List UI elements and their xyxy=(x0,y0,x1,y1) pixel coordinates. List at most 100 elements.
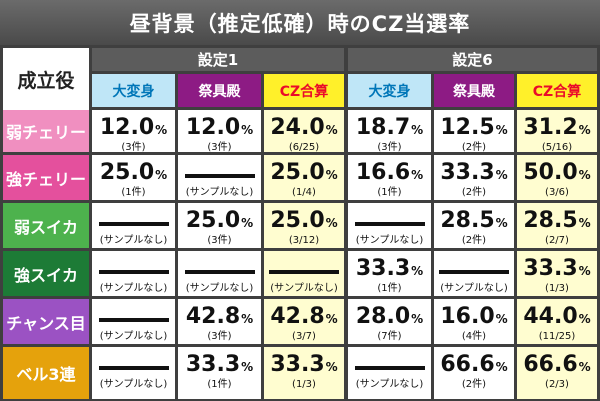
table-cell: 31.2% (5/16) xyxy=(517,110,597,152)
rate-number: 33.3 xyxy=(270,352,325,377)
percent-sign: % xyxy=(578,123,591,137)
rate-number: 12.0 xyxy=(99,115,155,140)
rate-number: 33.3 xyxy=(523,256,578,281)
table-cell: 44.0% (11/25) xyxy=(517,299,597,344)
page-title: 昼背景（推定低確）時のCZ当選率 xyxy=(0,0,600,45)
rate-number: 42.8 xyxy=(270,304,325,329)
table-cell: (サンプルなし) xyxy=(264,251,344,296)
rate-number: 25.0 xyxy=(99,160,155,185)
no-data-dash xyxy=(98,318,169,322)
percent-sign: % xyxy=(241,312,254,326)
rate-number: 18.7 xyxy=(355,115,411,140)
rate-value: 18.7% xyxy=(348,116,431,142)
col-header-saiguden-setting-6: 祭具殿 xyxy=(434,74,514,107)
percent-sign: % xyxy=(325,123,338,137)
sample-count: (2/3) xyxy=(545,379,569,390)
percent-sign: % xyxy=(578,264,591,278)
sample-count: (7件) xyxy=(377,331,402,342)
table-cell: 28.5% (2件) xyxy=(434,203,514,248)
percent-sign: % xyxy=(325,168,338,182)
percent-sign: % xyxy=(411,123,424,137)
sample-count: (3件) xyxy=(207,235,232,246)
table-cell: 33.3% (2件) xyxy=(434,155,514,200)
sample-count: (サンプルなし) xyxy=(355,379,424,390)
rate-number: 31.2 xyxy=(523,115,578,140)
percent-sign: % xyxy=(241,360,254,374)
sample-count: (2件) xyxy=(461,142,487,152)
percent-sign: % xyxy=(495,360,508,374)
rate-number: 25.0 xyxy=(185,208,241,233)
no-data-dash xyxy=(98,222,169,226)
rate-value: 28.0% xyxy=(348,305,431,331)
table-cell: 33.3% (1/3) xyxy=(517,251,597,296)
sample-count: (1件) xyxy=(377,187,402,198)
rate-value: 12.0% xyxy=(178,116,261,142)
table-cell: 42.8% (3件) xyxy=(178,299,261,344)
percent-sign: % xyxy=(325,312,338,326)
sample-count: (11/25) xyxy=(538,331,576,342)
sample-count: (サンプルなし) xyxy=(185,187,254,198)
percent-sign: % xyxy=(411,312,424,326)
rate-value: 44.0% xyxy=(517,305,597,331)
no-data-dash xyxy=(269,270,339,274)
sample-count: (サンプルなし) xyxy=(185,283,254,294)
rate-number: 66.6 xyxy=(523,352,578,377)
rate-value: 33.3% xyxy=(178,353,261,379)
sample-count: (2件) xyxy=(461,235,487,246)
percent-sign: % xyxy=(155,168,168,182)
rate-number: 25.0 xyxy=(270,160,325,185)
sample-count: (3/12) xyxy=(288,235,320,246)
sample-count: (3/6) xyxy=(545,187,569,198)
percent-sign: % xyxy=(495,168,508,182)
percent-sign: % xyxy=(578,168,591,182)
sample-count: (2件) xyxy=(461,187,487,198)
table-cell: 42.8% (3/7) xyxy=(264,299,344,344)
role-label: 弱チェリー xyxy=(3,110,89,152)
rate-value: 66.6% xyxy=(434,353,514,379)
rate-value: 16.6% xyxy=(348,161,431,187)
no-data-dash xyxy=(184,174,255,178)
table-cell: 25.0% (3件) xyxy=(178,203,261,248)
table-cell: 28.5% (2/7) xyxy=(517,203,597,248)
sample-count: (2件) xyxy=(461,379,487,390)
no-data-dash xyxy=(98,366,169,370)
rate-number: 42.8 xyxy=(185,304,241,329)
sample-count: (2/7) xyxy=(545,235,569,246)
table-cell: (サンプルなし) xyxy=(178,155,261,200)
rate-value: 50.0% xyxy=(517,161,597,187)
table-cell: 25.0% (3/12) xyxy=(264,203,344,248)
table-cell: 16.6% (1件) xyxy=(348,155,431,200)
rate-value: 12.5% xyxy=(434,116,514,142)
table-cell: 18.7% (3件) xyxy=(348,110,431,152)
rate-value: 33.3% xyxy=(264,353,344,379)
table-cell: 50.0% (3/6) xyxy=(517,155,597,200)
sample-count: (1/3) xyxy=(292,379,316,390)
table-cell: 33.3% (1件) xyxy=(178,347,261,399)
rate-number: 33.3 xyxy=(440,160,495,185)
rate-value: 16.0% xyxy=(434,305,514,331)
table-cell: 28.0% (7件) xyxy=(348,299,431,344)
rate-value: 33.3% xyxy=(348,257,431,283)
rate-value: 25.0% xyxy=(178,209,261,235)
sample-count: (サンプルなし) xyxy=(99,379,168,390)
rate-value: 42.8% xyxy=(178,305,261,331)
percent-sign: % xyxy=(578,360,591,374)
percent-sign: % xyxy=(495,312,508,326)
table-cell: (サンプルなし) xyxy=(434,251,514,296)
sample-count: (1/4) xyxy=(292,187,316,198)
sample-count: (4件) xyxy=(461,331,487,342)
sample-count: (1/3) xyxy=(545,283,569,294)
rate-value: 25.0% xyxy=(264,161,344,187)
rate-number: 33.3 xyxy=(185,352,241,377)
role-column-header: 成立役 xyxy=(3,48,89,110)
sample-count: (サンプルなし) xyxy=(99,331,168,342)
rate-number: 28.5 xyxy=(523,208,578,233)
table-cell: 33.3% (1/3) xyxy=(264,347,344,399)
rate-value: 31.2% xyxy=(517,116,597,142)
col-header-saiguden-setting-1: 祭具殿 xyxy=(178,74,261,107)
role-label: チャンス目 xyxy=(3,299,89,344)
sample-count: (3/7) xyxy=(292,331,316,342)
table-cell: 12.0% (3件) xyxy=(178,110,261,152)
rate-value: 66.6% xyxy=(517,353,597,379)
percent-sign: % xyxy=(578,216,591,230)
